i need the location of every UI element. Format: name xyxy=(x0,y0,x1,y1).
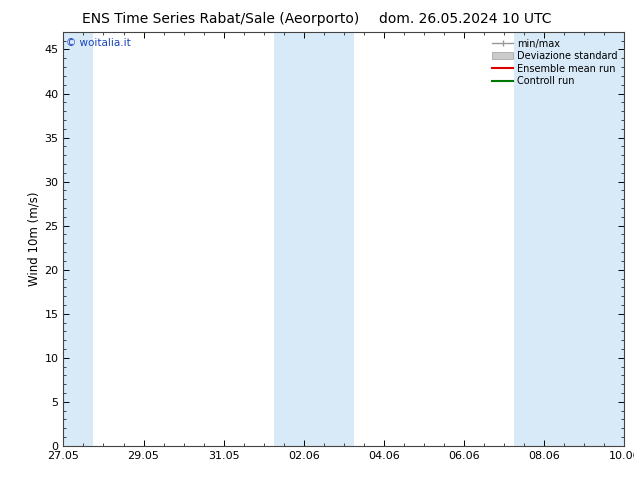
Bar xyxy=(63,32,93,446)
Bar xyxy=(514,32,624,446)
Y-axis label: Wind 10m (m/s): Wind 10m (m/s) xyxy=(27,192,40,286)
Text: ENS Time Series Rabat/Sale (Aeorporto): ENS Time Series Rabat/Sale (Aeorporto) xyxy=(82,12,359,26)
Bar xyxy=(274,32,354,446)
Text: © woitalia.it: © woitalia.it xyxy=(66,38,131,48)
Legend: min/max, Deviazione standard, Ensemble mean run, Controll run: min/max, Deviazione standard, Ensemble m… xyxy=(490,37,619,88)
Text: dom. 26.05.2024 10 UTC: dom. 26.05.2024 10 UTC xyxy=(379,12,552,26)
